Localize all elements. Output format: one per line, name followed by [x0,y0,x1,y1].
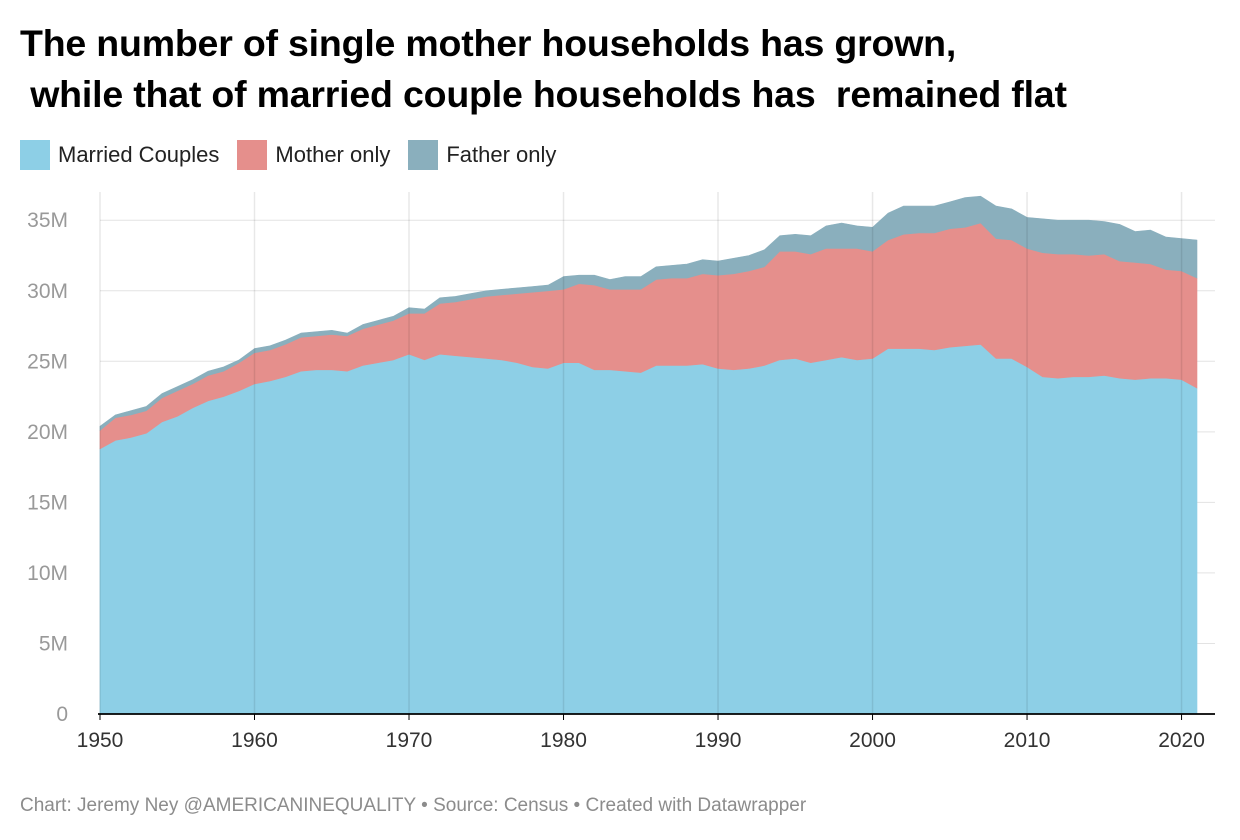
chart-footer: Chart: Jeremy Ney @AMERICANINEQUALITY • … [20,795,806,817]
legend-swatch-married-couples [20,140,50,170]
legend: Married Couples Mother only Father only [20,140,574,170]
y-tick-label-0: 0 [56,703,68,726]
area-father-only [99,195,1198,431]
legend-label-mother-only: Mother only [275,142,391,167]
x-tick-label-2010: 2010 [1004,729,1051,752]
x-tick-label-1960: 1960 [231,729,278,752]
legend-swatch-father-only [408,140,439,170]
y-axis-labels: 0 5M 10M 15M 20M 25M 30M 35M [27,209,68,726]
legend-label-married-couples: Married Couples [58,142,220,167]
vertical-gridlines [99,192,1183,714]
area-series-group [99,195,1198,715]
x-tick-label-1970: 1970 [386,729,433,752]
footer-source: Source: Census [433,795,569,816]
footer-credit: Chart: Jeremy Ney @AMERICANINEQUALITY [20,795,416,816]
title-line-2: while that of married couple households … [20,73,1067,115]
footer-separator-1: • [415,795,434,816]
x-tick-label-2000: 2000 [849,729,896,752]
legend-label-father-only: Father only [446,142,557,167]
y-tick-label-30M: 30M [27,280,68,303]
y-tick-label-15M: 15M [27,491,68,514]
y-tick-label-10M: 10M [27,562,68,585]
x-tick-label-1950: 1950 [77,729,124,752]
legend-item-married-couples: Married Couples [20,140,219,170]
x-tick-label-1980: 1980 [540,729,587,752]
y-tick-label-35M: 35M [27,209,68,232]
area-married-couples [99,344,1198,715]
legend-swatch-mother-only [237,140,268,170]
y-tick-label-20M: 20M [27,421,68,444]
y-tick-label-25M: 25M [27,350,68,373]
title-line-1: The number of single mother households h… [20,22,957,64]
footer-created-with: Created with Datawrapper [585,795,807,816]
x-tick-label-1990: 1990 [695,729,742,752]
footer-separator-2: • [568,795,586,816]
y-tick-label-5M: 5M [39,632,68,655]
x-axis-labels: 1950 1960 1970 1980 1990 2000 2010 2020 [77,714,1205,752]
legend-item-father-only: Father only [408,140,556,170]
legend-item-mother-only: Mother only [237,140,390,170]
chart-title: The number of single mother households h… [20,18,1230,120]
x-tick-label-2020: 2020 [1158,729,1205,752]
